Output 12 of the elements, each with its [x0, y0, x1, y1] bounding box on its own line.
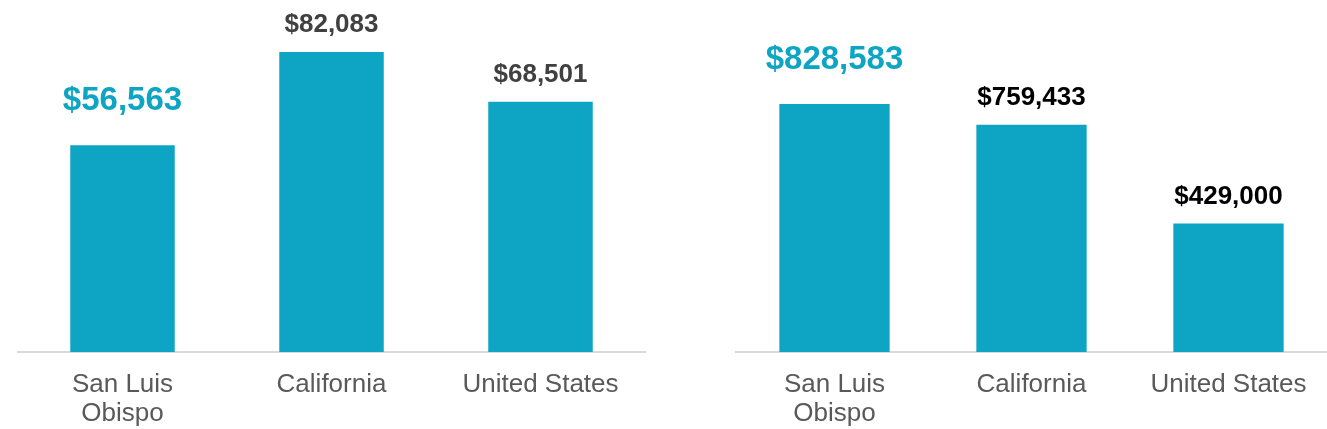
data-label: $82,083 — [284, 8, 379, 39]
data-label: $429,000 — [1174, 179, 1283, 210]
x-tick-label: California — [276, 367, 387, 398]
x-tick-label: San Luis Obispo — [783, 367, 886, 427]
x-tick-label: United States — [1150, 367, 1307, 398]
data-label: $56,563 — [62, 79, 183, 117]
x-tick-label: California — [976, 367, 1087, 398]
x-tick-label: San Luis Obispo — [71, 367, 174, 427]
data-label: $68,501 — [493, 57, 588, 88]
data-label: $759,433 — [977, 80, 1086, 111]
data-label: $828,583 — [765, 38, 904, 76]
x-tick-label: United States — [462, 367, 619, 398]
